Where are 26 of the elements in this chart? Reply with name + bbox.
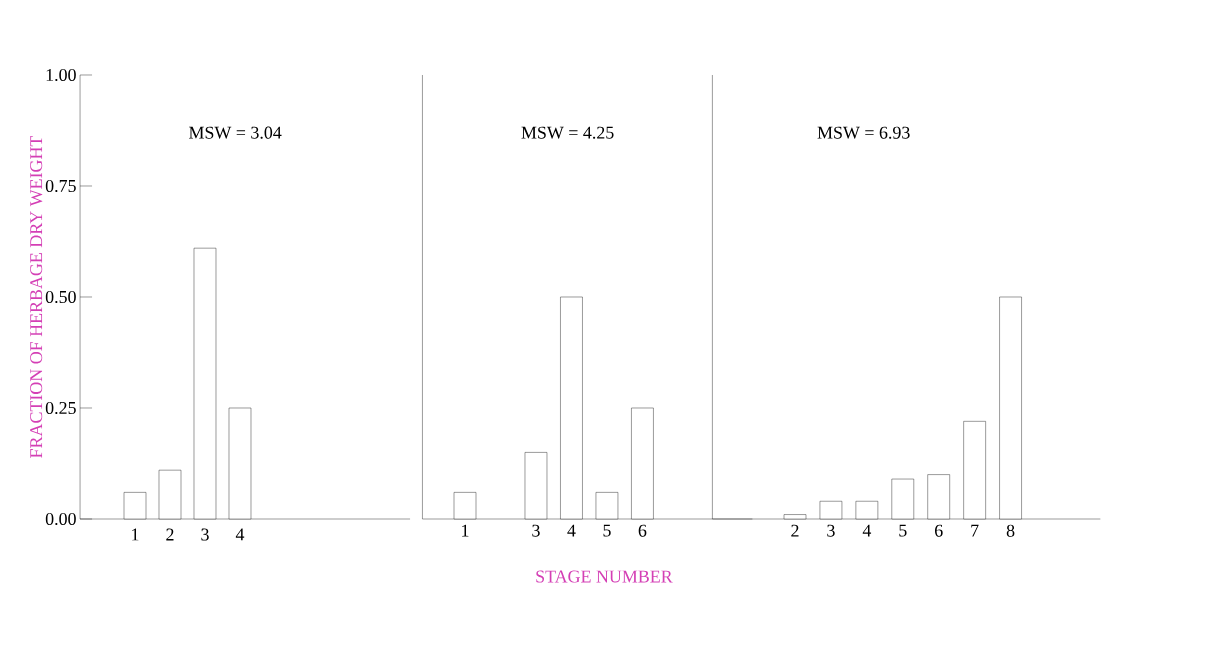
x-tick-label: 1 [132,528,139,541]
y-tick-label: 0.25 [45,401,76,415]
x-tick-label: 3 [827,524,835,537]
x-tick-label: 2 [791,524,799,537]
x-tick-label: 3 [532,524,540,537]
x-tick-label: 7 [971,524,979,537]
x-tick-label: 6 [638,524,647,537]
annotation: MSW = 6.93 [817,126,910,139]
y-tick-label: 0.50 [45,290,76,304]
x-tick-label: 1 [462,524,469,537]
x-tick-label: 5 [603,524,611,537]
x-tick-label: 4 [862,524,872,537]
x-tick-label: 2 [166,528,174,541]
x-tick-label: 3 [201,528,209,541]
y-tick-label: 0.75 [45,179,76,193]
x-tick-label: 5 [899,524,907,537]
x-tick-label: 8 [1006,524,1015,537]
x-tick-label: 4 [567,524,576,537]
x-tick-label: 6 [935,524,943,537]
annotation: MSW = 4.25 [521,126,614,139]
y-tick-label: 1.00 [46,68,76,82]
y-axis-title: FRACTION OF HERBAGE DRY WEIGHT [30,135,43,458]
x-axis-title: STAGE NUMBER [536,570,673,583]
y-tick-label: 0.00 [45,512,76,526]
x-tick-label: 4 [235,528,245,541]
annotation: MSW = 3.04 [189,126,282,139]
